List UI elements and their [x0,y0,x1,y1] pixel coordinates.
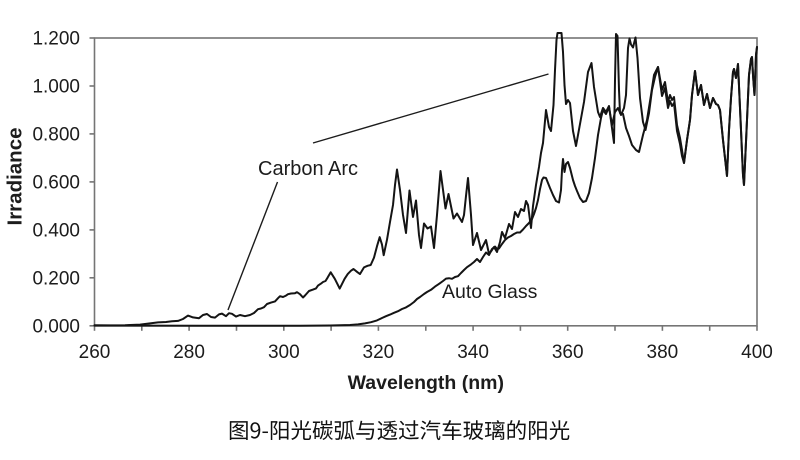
svg-text:360: 360 [552,342,584,363]
svg-text:0.400: 0.400 [32,220,80,241]
svg-text:0.000: 0.000 [32,316,80,337]
svg-text:260: 260 [79,342,111,363]
svg-text:300: 300 [268,342,300,363]
svg-text:380: 380 [647,342,679,363]
svg-text:1.000: 1.000 [32,77,80,98]
svg-text:400: 400 [741,342,773,363]
svg-text:340: 340 [457,342,489,363]
svg-text:280: 280 [173,342,205,363]
svg-text:1.200: 1.200 [32,29,80,50]
svg-text:Wavelength (nm): Wavelength (nm) [348,372,504,394]
svg-text:0.600: 0.600 [32,172,80,193]
svg-text:Irradiance: Irradiance [3,128,26,226]
svg-text:0.200: 0.200 [32,268,80,289]
svg-text:Auto Glass: Auto Glass [442,281,538,303]
svg-text:320: 320 [363,342,395,363]
svg-text:0.800: 0.800 [32,124,80,145]
svg-text:Carbon Arc: Carbon Arc [258,158,358,180]
